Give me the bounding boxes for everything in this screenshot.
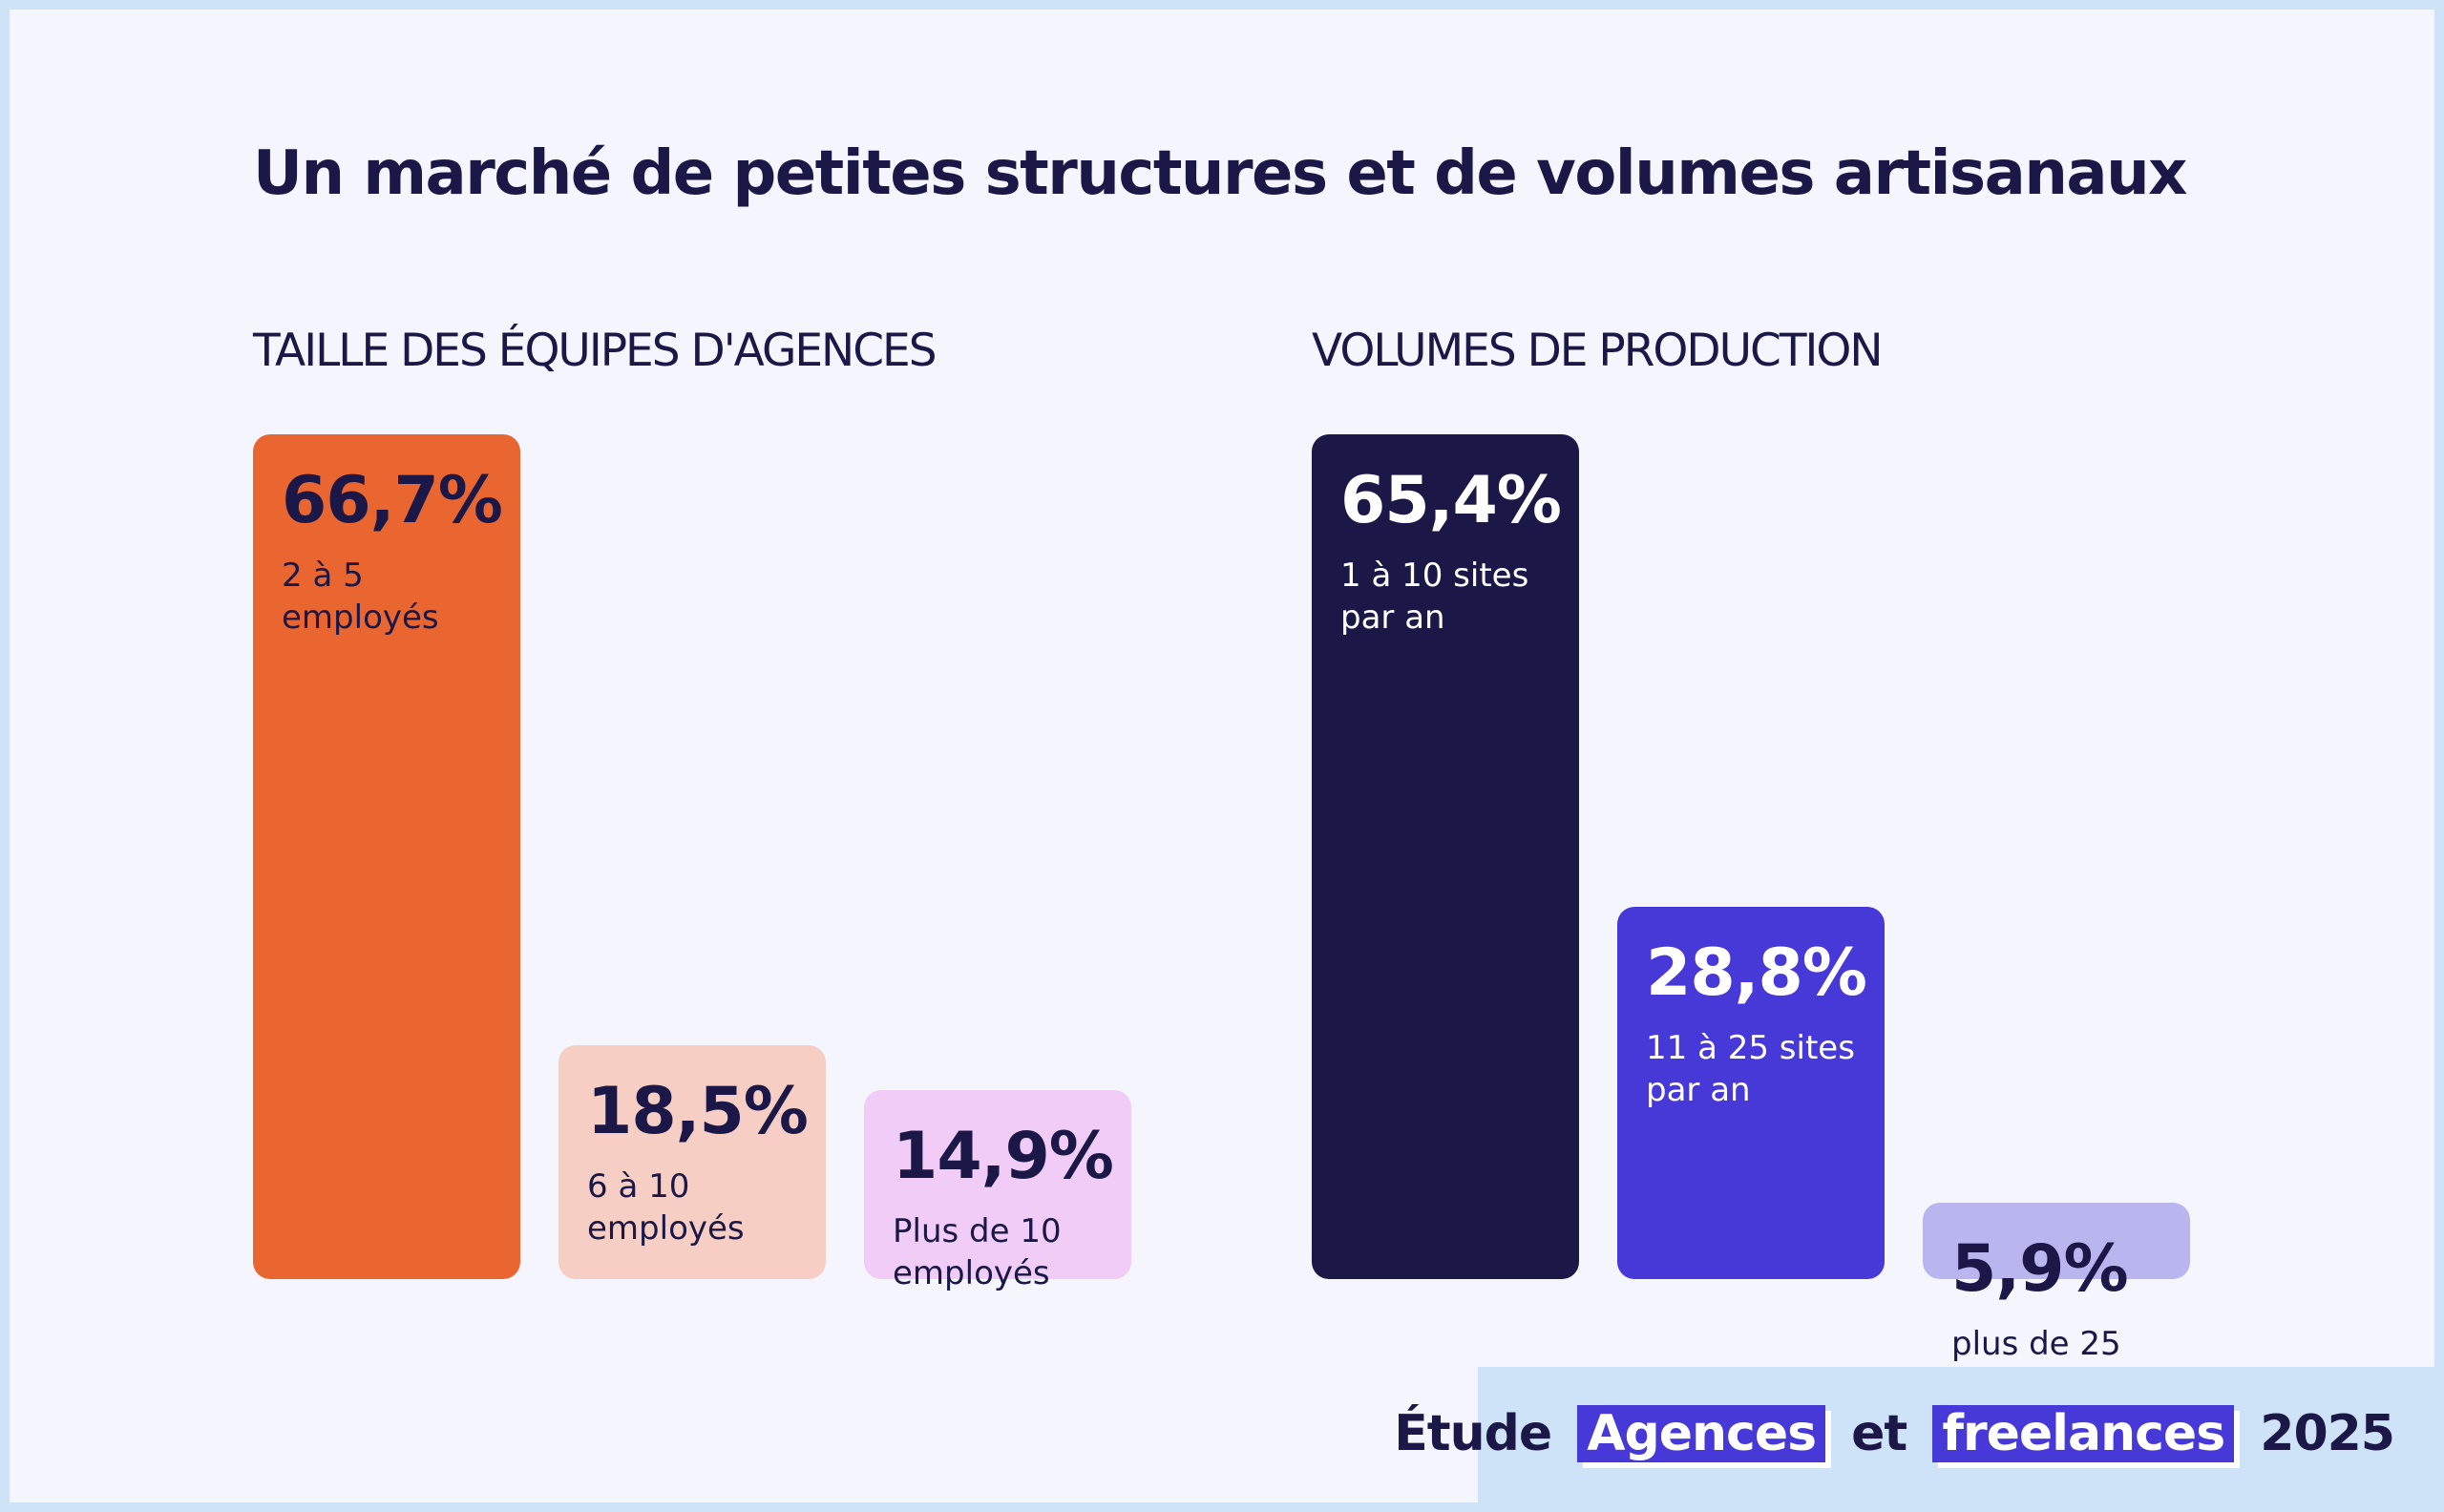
footer-banner: Étude Agences et freelances 2025	[1394, 1367, 2434, 1502]
bar-0-0: 66,7% 2 à 5 employés	[253, 434, 520, 1279]
footer-word-et: et	[1851, 1405, 1907, 1462]
bar-1-0: 65,4% 1 à 10 sites par an	[1312, 434, 1579, 1279]
bar-0-2: 14,9% Plus de 10 employés	[864, 1090, 1131, 1292]
bar-value-label: 65,4%	[1340, 463, 1562, 538]
footer-highlight-freelances: freelances	[1932, 1405, 2235, 1462]
bar-value-label: 66,7%	[282, 463, 503, 538]
bar-category-label: 6 à 10 employés	[587, 1167, 745, 1249]
bar-category-label: 1 à 10 sites par an	[1340, 556, 1529, 638]
bar-value-label: 28,8%	[1646, 935, 1867, 1011]
footer-study-label: Étude Agences et freelances 2025	[1394, 1405, 2395, 1462]
chart-title-team-size: TAILLE DES ÉQUIPES D'AGENCES	[253, 325, 938, 377]
bar-value-label: 14,9%	[893, 1119, 1114, 1194]
footer-word-etude: Étude	[1394, 1405, 1552, 1462]
team-size-chart: 66,7% 2 à 5 employés 18,5% 6 à 10 employés 1…	[253, 420, 1208, 1292]
bar-value-label: 18,5%	[587, 1074, 809, 1149]
footer-word-year: 2025	[2260, 1405, 2395, 1462]
chart-title-production-volume: VOLUMES DE PRODUCTION	[1312, 325, 1884, 377]
page-title: Un marché de petites structures et de vo…	[253, 138, 2187, 209]
infographic-canvas: Un marché de petites structures et de vo…	[10, 10, 2434, 1502]
bar-0-1: 18,5% 6 à 10 employés	[558, 1045, 826, 1279]
bar-category-label: 11 à 25 sites par an	[1646, 1029, 1855, 1110]
bar-category-label: Plus de 10 employés	[893, 1212, 1062, 1293]
bar-1-1: 28,8% 11 à 25 sites par an	[1617, 907, 1885, 1279]
bar-category-label: 2 à 5 employés	[282, 556, 439, 638]
bar-1-2: 5,9%plus de 25 sites par an	[1923, 1203, 2190, 1405]
bar-value-label: 5,9%	[1951, 1231, 2129, 1307]
production-volume-chart: 65,4% 1 à 10 sites par an 28,8% 11 à 25 sit…	[1312, 420, 2266, 1405]
footer-highlight-agences: Agences	[1577, 1405, 1826, 1462]
